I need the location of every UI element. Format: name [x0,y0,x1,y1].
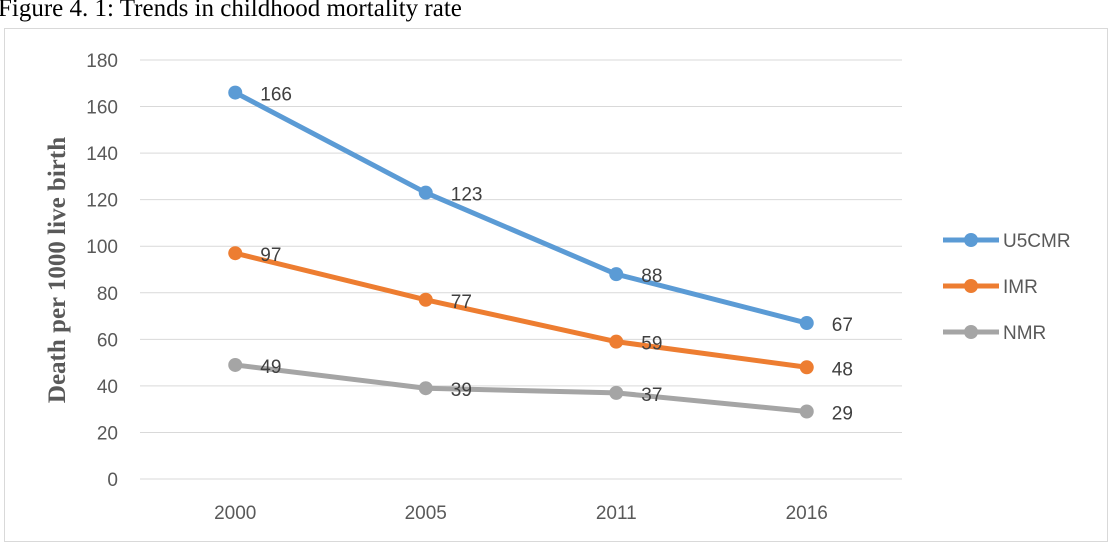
y-tick-label: 140 [86,144,118,165]
data-label: 67 [832,315,853,336]
data-label: 49 [260,357,281,378]
series-line [232,250,810,370]
data-point [418,381,433,396]
legend-label: U5CMR [1003,231,1071,252]
data-point [418,185,433,200]
x-tick-label: 2016 [786,503,828,524]
data-label: 166 [260,85,292,106]
data-point [228,246,243,261]
legend-swatch-marker [964,279,978,293]
legend-item-u5cmr: U5CMR [943,231,1071,252]
y-tick-label: 160 [86,98,118,119]
data-point [799,404,814,419]
y-tick-label: 0 [107,470,118,491]
y-tick-label: 180 [86,51,118,72]
legend-label: IMR [1003,277,1038,298]
y-tick-label: 60 [97,330,118,351]
y-tick-label: 80 [97,284,118,305]
x-tick-label: 2000 [214,503,256,524]
data-point [418,292,433,307]
figure-caption: Figure 4. 1: Trends in childhood mortali… [0,0,462,22]
x-tick-label: 2011 [596,503,637,524]
data-label: 88 [641,266,662,287]
y-tick-label: 20 [97,423,118,444]
series-group: 166 123 88 67 97 77 59 48 49 39 37 29 [228,85,853,424]
legend: U5CMR IMR NMR [943,231,1071,344]
legend-label: NMR [1003,323,1046,344]
data-label: 37 [641,385,662,406]
chart-frame [4,28,1108,542]
data-label: 97 [260,245,281,266]
data-label: 59 [641,334,662,355]
y-axis-label: Death per 1000 live birth [44,137,71,403]
data-point [228,357,243,372]
x-axis-ticks: 2000 2005 2011 2016 [214,503,828,524]
series-line [232,362,810,414]
data-point [799,316,814,331]
data-label: 39 [451,380,472,401]
y-tick-label: 40 [97,377,118,398]
data-label: 77 [451,292,472,313]
legend-item-nmr: NMR [943,323,1046,344]
data-point [799,360,814,375]
y-tick-label: 120 [86,191,118,212]
series-line [232,90,810,326]
data-point [609,267,624,282]
data-point [228,85,243,100]
series-imr: 97 77 59 48 [228,245,853,380]
y-axis-ticks: 0 20 40 60 80 100 120 140 160 180 [86,51,118,491]
data-point [609,334,624,349]
y-tick-label: 100 [86,237,118,258]
series-u5cmr: 166 123 88 67 [228,85,853,336]
x-tick-label: 2005 [405,503,447,524]
legend-swatch-marker [964,233,978,247]
legend-item-imr: IMR [943,277,1038,298]
series-nmr: 49 39 37 29 [228,357,853,424]
data-label: 48 [832,359,853,380]
data-point [609,385,624,400]
gridlines [140,59,902,480]
data-label: 29 [832,403,853,424]
legend-swatch-marker [964,325,978,339]
data-label: 123 [451,185,483,206]
